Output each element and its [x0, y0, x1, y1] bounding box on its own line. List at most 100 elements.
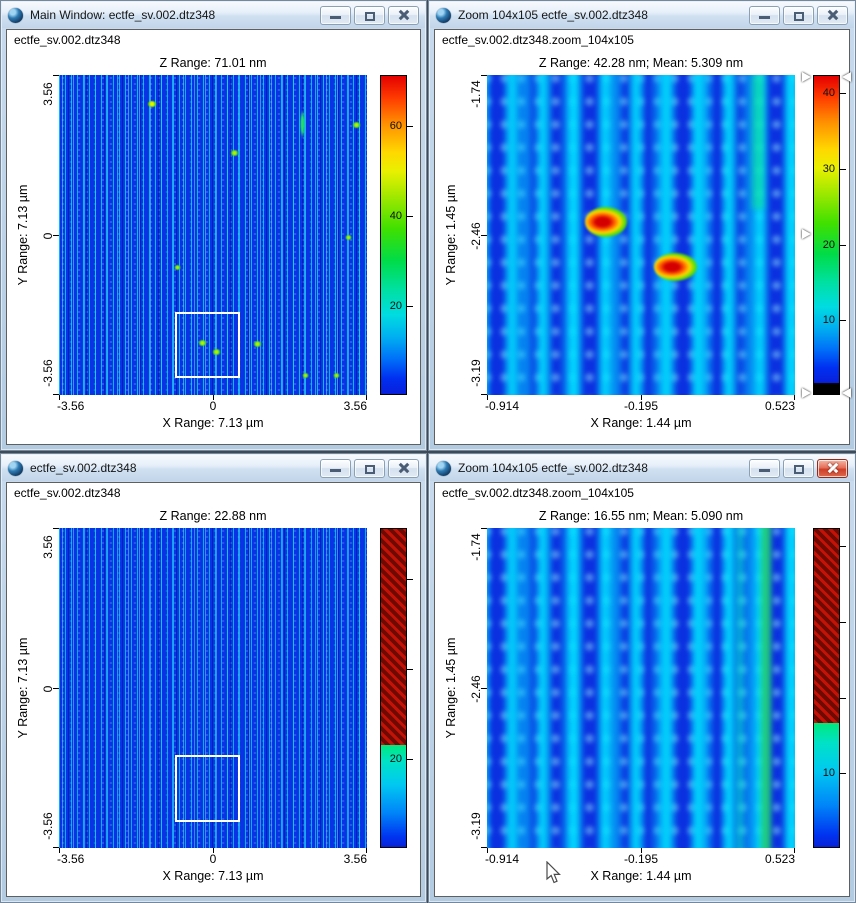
hot-particle [654, 253, 698, 281]
dataset-label: ectfe_sv.002.dtz348 [14, 33, 121, 47]
particle-spot [173, 265, 181, 271]
zoom-region-rectangle[interactable] [175, 754, 241, 822]
y-tick-label: 0 [41, 232, 55, 240]
colorbar-tick-mark [407, 306, 413, 307]
color-gradient [381, 76, 406, 394]
colorbar-tick-mark [840, 546, 846, 547]
colorbar-tick-label: 60 [389, 120, 402, 132]
colorbar-tick-mark [840, 773, 846, 774]
x-tick-mark [213, 395, 214, 400]
app-icon [436, 460, 451, 476]
particle-spot [229, 150, 239, 157]
minimize-button[interactable] [749, 458, 780, 478]
titlebar[interactable]: Main Window: ectfe_sv.002.dtz348 [2, 2, 425, 28]
minimize-icon [759, 15, 770, 19]
plot-panel: ectfe_sv.002.dtz348.zoom_104x105 Z Range… [434, 482, 850, 897]
mouse-cursor [546, 861, 561, 884]
y-tick-mark [481, 528, 487, 529]
afm-scan-image[interactable] [59, 75, 367, 395]
close-button[interactable] [817, 5, 848, 25]
green-band [751, 75, 764, 210]
particle-spot [332, 373, 340, 379]
color-scale-bar[interactable]: 40 30 20 10 [802, 72, 851, 398]
minimize-button[interactable] [320, 458, 351, 478]
x-tick-label: 0 [209, 399, 217, 413]
scan-texture [59, 528, 367, 848]
afm-zoom-image[interactable] [487, 528, 795, 848]
particle-streak [300, 110, 306, 139]
y-tick-mark [53, 75, 59, 76]
x-axis-label: X Range: 1.44 µm [590, 869, 692, 883]
maximize-button[interactable] [354, 458, 385, 478]
triangle-handle-icon[interactable] [802, 388, 811, 398]
color-scale-bar[interactable]: 10 [813, 528, 846, 848]
dataset-label: ectfe_sv.002.dtz348.zoom_104x105 [442, 486, 634, 500]
z-range-title: Z Range: 16.55 nm; Mean: 5.090 nm [538, 509, 744, 523]
x-tick-mark [641, 395, 642, 400]
color-gradient [381, 744, 406, 847]
green-band [761, 528, 772, 848]
x-tick-label: 3.56 [343, 852, 367, 866]
colorbar-tick-label: 10 [822, 314, 835, 326]
window-main: Main Window: ectfe_sv.002.dtz348 ectfe_s… [0, 0, 427, 451]
titlebar[interactable]: Zoom 104x105 ectfe_sv.002.dtz348 [430, 455, 854, 481]
maximize-icon [365, 464, 375, 474]
colorbar-tick-mark [407, 216, 413, 217]
zoom-region-rectangle[interactable] [175, 312, 241, 379]
maximize-button[interactable] [783, 5, 814, 25]
afm-zoom-image[interactable] [487, 75, 795, 395]
close-icon [389, 460, 418, 477]
maximize-icon [794, 464, 804, 474]
x-tick-label: 0.523 [764, 399, 795, 413]
x-tick-mark [794, 395, 795, 400]
colorbar-clipped-range [381, 529, 406, 745]
maximize-button[interactable] [783, 458, 814, 478]
minimize-icon [330, 15, 341, 19]
maximize-icon [794, 11, 804, 21]
colorbar-tick-label: 40 [389, 210, 402, 222]
z-range-title: Z Range: 71.01 nm [159, 56, 267, 70]
minimize-button[interactable] [749, 5, 780, 25]
y-tick-label: -1.74 [469, 533, 483, 561]
titlebar[interactable]: Zoom 104x105 ectfe_sv.002.dtz348 [430, 2, 854, 28]
colorbar-tick-mark [840, 93, 846, 94]
close-button[interactable] [388, 5, 419, 25]
afm-scan-image[interactable] [59, 528, 367, 848]
colorbar-clip-black [814, 383, 839, 394]
color-scale-bar[interactable]: 20 [380, 528, 413, 848]
close-button[interactable] [817, 458, 848, 478]
y-tick-mark [481, 394, 487, 395]
x-tick-mark [366, 848, 367, 853]
close-button[interactable] [388, 458, 419, 478]
close-icon [818, 7, 847, 24]
triangle-handle-icon[interactable] [802, 72, 811, 82]
colorbar-tick-mark [407, 669, 413, 670]
x-tick-mark [487, 395, 488, 400]
x-tick-mark [487, 848, 488, 853]
x-tick-label: -3.56 [57, 399, 85, 413]
window-title: Zoom 104x105 ectfe_sv.002.dtz348 [458, 8, 648, 22]
y-tick-label: -3.56 [41, 359, 55, 387]
colorbar-tick-mark [840, 169, 846, 170]
triangle-handle-icon[interactable] [802, 229, 811, 239]
colorbar-tick-label: 10 [822, 767, 835, 779]
y-tick-label: -3.19 [469, 359, 483, 387]
maximize-button[interactable] [354, 5, 385, 25]
y-tick-label: 0 [41, 685, 55, 693]
x-tick-label: -0.195 [623, 852, 659, 866]
triangle-handle-icon[interactable] [842, 388, 851, 398]
color-scale-bar[interactable]: 60 40 20 [380, 75, 413, 395]
titlebar[interactable]: ectfe_sv.002.dtz348 [2, 455, 425, 481]
colorbar-tick-mark [840, 622, 846, 623]
minimize-button[interactable] [320, 5, 351, 25]
x-tick-mark [641, 848, 642, 853]
y-tick-label: 3.56 [41, 535, 55, 559]
app-icon [8, 7, 23, 23]
y-axis-label: Y Range: 7.13 µm [16, 184, 30, 286]
window-title: Main Window: ectfe_sv.002.dtz348 [30, 8, 216, 22]
x-tick-mark [366, 395, 367, 400]
y-tick-mark [481, 847, 487, 848]
triangle-handle-icon[interactable] [842, 72, 851, 82]
particle-spot [198, 340, 208, 347]
window-clipped-main: ectfe_sv.002.dtz348 ectfe_sv.002.dtz348 … [0, 453, 427, 903]
